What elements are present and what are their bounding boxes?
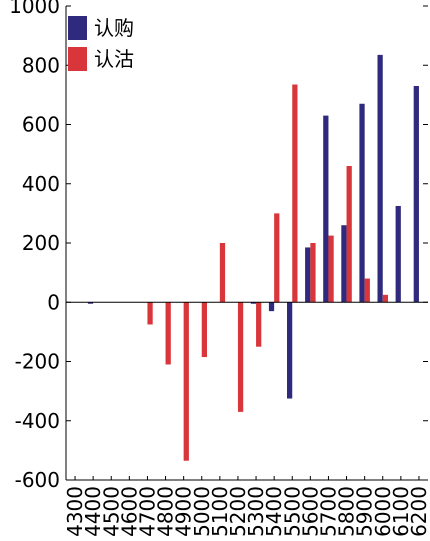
bar-call-4400: [87, 302, 94, 304]
bar-put-5900: [364, 278, 370, 303]
bar-call-6200: [413, 85, 419, 303]
x-tick-label: 5700: [316, 486, 340, 537]
x-tick-label: 4700: [135, 486, 159, 537]
y-tick-label: 200: [22, 231, 60, 255]
x-tick-label: 4800: [154, 486, 178, 537]
x-tick-label: 5400: [262, 486, 286, 537]
x-tick-label: 5600: [298, 486, 322, 537]
x-tick-label: 6100: [389, 486, 413, 537]
x-tick-label: 5100: [208, 486, 232, 537]
x-tick-label: 5800: [335, 486, 359, 537]
bar-call-5400: [268, 302, 275, 312]
x-tick-label: 5200: [226, 486, 250, 537]
bar-call-5500: [287, 302, 293, 399]
y-tick-label: 0: [47, 290, 60, 314]
legend-label-call: 认购: [94, 16, 134, 40]
y-tick-label: -600: [15, 468, 60, 492]
bar-put-4900: [183, 302, 189, 461]
y-tick-label: 800: [22, 53, 60, 77]
x-tick-label: 6200: [407, 486, 430, 537]
bar-call-5600: [305, 247, 311, 303]
x-tick-label: 4600: [117, 486, 141, 537]
bar-put-5700: [328, 235, 334, 303]
bar-put-4700: [147, 302, 153, 325]
legend-label-put: 认沽: [94, 47, 134, 71]
x-tick-label: 5300: [244, 486, 268, 537]
x-tick-label: 6000: [371, 486, 395, 537]
bar-call-5900: [359, 103, 365, 303]
legend-swatch-put: [68, 47, 87, 71]
bar-put-5400: [274, 213, 280, 303]
bar-put-5100: [219, 243, 226, 303]
x-tick-label: 4300: [63, 486, 87, 537]
bar-put-5200: [237, 302, 244, 412]
bar-put-5500: [292, 84, 298, 303]
x-tick-label: 5000: [190, 486, 214, 537]
x-tick-label: 4900: [172, 486, 196, 537]
x-tick-label: 5500: [280, 486, 304, 537]
plot-area: [87, 54, 419, 461]
y-tick-label: 600: [22, 113, 60, 137]
bar-put-5300: [256, 302, 262, 347]
bar-call-5300: [250, 302, 257, 304]
bar-put-5800: [346, 165, 352, 303]
bar-call-6000: [377, 54, 383, 303]
bar-put-5000: [201, 302, 207, 358]
x-tick-label: 4400: [81, 486, 105, 537]
y-tick-label: -400: [15, 409, 60, 433]
y-tick-label: -200: [15, 350, 60, 374]
axes: -600 -400 -200 0 200 400 600 800 1000 43004400450…: [9, 0, 430, 537]
x-tick-label: 4500: [99, 486, 123, 537]
legend-swatch-call: [68, 16, 87, 40]
bar-call-5800: [341, 225, 347, 303]
bar-call-5700: [323, 115, 329, 303]
bar-put-6000: [382, 294, 388, 303]
bar-call-6100: [395, 205, 401, 303]
bar-put-5600: [310, 243, 316, 303]
bar-put-4800: [165, 302, 171, 365]
y-tick-label: 1000: [9, 0, 60, 18]
y-tick-label: 400: [22, 172, 60, 196]
x-tick-label: 5900: [353, 486, 377, 537]
